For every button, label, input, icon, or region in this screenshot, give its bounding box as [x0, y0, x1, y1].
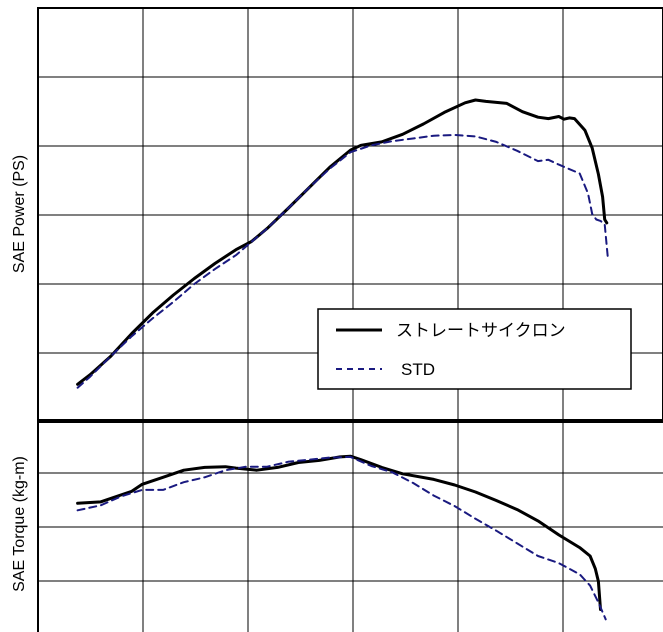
- power-series-group: [76, 98, 609, 389]
- legend-label-series-2: STD: [401, 360, 435, 379]
- torque-line-series-2: [76, 455, 607, 621]
- torque-panel: SAE Torque (kg-m): [11, 419, 663, 632]
- legend: ストレートサイクロン STD: [317, 308, 632, 390]
- torque-series-group: [76, 454, 607, 621]
- legend-box: [317, 308, 632, 390]
- torque-gridlines: [38, 421, 663, 632]
- legend-label-series-1: ストレートサイクロン: [396, 321, 566, 340]
- power-line-series-2: [76, 134, 609, 389]
- power-line-series-1: [76, 98, 609, 386]
- torque-y-axis-label: SAE Torque (kg-m): [11, 456, 28, 592]
- power-y-axis-label: SAE Power (PS): [11, 155, 28, 273]
- torque-line-series-1: [76, 454, 602, 611]
